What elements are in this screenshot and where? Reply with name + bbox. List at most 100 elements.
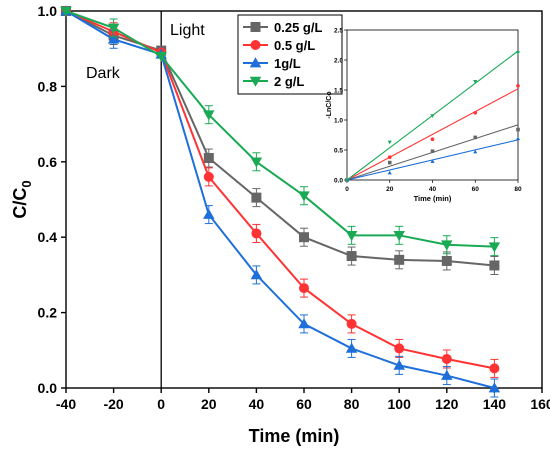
data-point	[250, 269, 263, 280]
x-tick-label: 20	[201, 396, 217, 412]
data-point	[298, 318, 310, 329]
inset-data-point	[387, 160, 392, 165]
legend-label: 1g/L	[274, 56, 301, 71]
x-tick-label: 60	[296, 396, 312, 412]
y-tick-label: 0.8	[38, 78, 58, 94]
inset-data-point	[473, 135, 478, 140]
inset-x-axis-title: Time (min)	[414, 194, 452, 203]
inset-series-2	[344, 136, 521, 182]
x-axis-title: Time (min)	[249, 426, 340, 446]
series-2	[60, 5, 501, 398]
x-tick-label: 40	[249, 396, 265, 412]
data-point	[488, 242, 501, 253]
inset-x-tick-label: 40	[429, 186, 437, 193]
inset-data-point	[515, 51, 521, 55]
data-point	[107, 23, 120, 34]
x-tick-label: -40	[56, 396, 76, 412]
legend-label: 0.5 g/L	[274, 38, 315, 53]
x-tick-label: 120	[435, 396, 459, 412]
inset-y-tick-label: 2.5	[334, 28, 343, 35]
inset-data-point	[473, 80, 478, 84]
data-point	[345, 231, 358, 242]
data-point	[394, 254, 405, 265]
inset-data-point	[473, 149, 478, 154]
data-point	[489, 260, 500, 271]
inset-fit-line	[346, 88, 519, 181]
x-tick-label: 140	[483, 396, 507, 412]
inset-y-tick-label: 0.5	[334, 148, 343, 155]
data-point	[60, 6, 72, 17]
x-tick-label: 100	[388, 396, 412, 412]
inset-plot: 0 20 40 60 80 0.0 0.5 1.0 1.5 2.0 2.5 Time (min) -Ln…	[326, 28, 522, 204]
legend-marker	[250, 22, 261, 32]
data-point	[346, 251, 357, 262]
main-plot: -40 -20 0 20 40 60 80 100 120 140 160 0.0 0.2 0.4 0.6 0…	[10, 3, 550, 446]
inset-x-tick-label: 0	[345, 186, 349, 193]
inset-data-point	[344, 178, 350, 183]
data-point	[299, 232, 309, 243]
inset-x-tick-label: 20	[386, 186, 394, 193]
data-point	[203, 171, 214, 182]
y-tick-label: 0.6	[38, 154, 58, 170]
data-point	[346, 318, 357, 329]
inset-data-point	[515, 136, 521, 141]
data-point	[441, 255, 452, 266]
data-point	[394, 343, 405, 354]
y-tick-label: 0.2	[38, 305, 58, 321]
y-tick-label: 1.0	[38, 3, 58, 19]
inset-data-point	[516, 127, 520, 132]
legend-marker	[250, 40, 261, 50]
data-point	[251, 228, 262, 239]
inset-data-point	[387, 170, 392, 175]
y-axis-title-sub: 0	[19, 180, 34, 187]
data-point	[441, 240, 453, 251]
inset-y-axis-title: -LnC/Co	[326, 91, 333, 118]
data-point	[488, 382, 501, 393]
data-point	[299, 283, 309, 294]
series-line	[65, 10, 495, 389]
data-point	[441, 369, 453, 380]
data-point	[155, 51, 167, 62]
legend-marker	[249, 76, 262, 87]
y-axis-title-main: C/C	[10, 188, 30, 219]
legend-label: 0.25 g/L	[274, 20, 322, 35]
inset-data-point	[516, 84, 520, 88]
y-tick-label: 0.0	[38, 380, 58, 396]
inset-x-tick-label: 60	[472, 186, 480, 193]
inset-y-tick-label: 1.0	[334, 118, 343, 125]
legend-marker	[249, 57, 262, 68]
dark-annotation: Dark	[86, 65, 121, 82]
inset-data-point	[430, 149, 435, 153]
light-annotation: Light	[170, 22, 205, 39]
data-point	[203, 110, 215, 121]
data-point	[203, 208, 215, 219]
inset-y-tick-label: 2.0	[334, 58, 343, 65]
inset-series-3	[344, 50, 521, 183]
legend-label: 2 g/L	[274, 74, 304, 89]
x-tick-label: 0	[157, 396, 165, 412]
legend: 0.25 g/L 0.5 g/L 1g/L 2 g/L	[237, 14, 343, 95]
y-tick-label: 0.4	[38, 229, 58, 245]
inset-data-point	[387, 140, 392, 145]
inset-frame	[346, 29, 519, 181]
data-point	[393, 231, 405, 242]
data-point	[441, 353, 452, 364]
inset-data-point	[430, 114, 435, 118]
data-point	[298, 191, 310, 202]
data-point	[393, 359, 405, 370]
inset-data-point	[387, 155, 392, 159]
inset-y-tick-label: 0.0	[334, 178, 343, 185]
inset-data-point	[430, 137, 435, 141]
data-point	[203, 153, 214, 164]
data-point	[489, 363, 500, 374]
x-tick-label: 80	[344, 396, 360, 412]
inset-y-tick-label: 1.5	[334, 88, 343, 95]
data-point	[107, 33, 120, 44]
x-tick-label: -20	[103, 396, 123, 412]
data-point	[250, 157, 263, 168]
inset-data-point	[430, 159, 435, 163]
data-point	[345, 342, 358, 353]
inset-data-point	[473, 111, 478, 115]
